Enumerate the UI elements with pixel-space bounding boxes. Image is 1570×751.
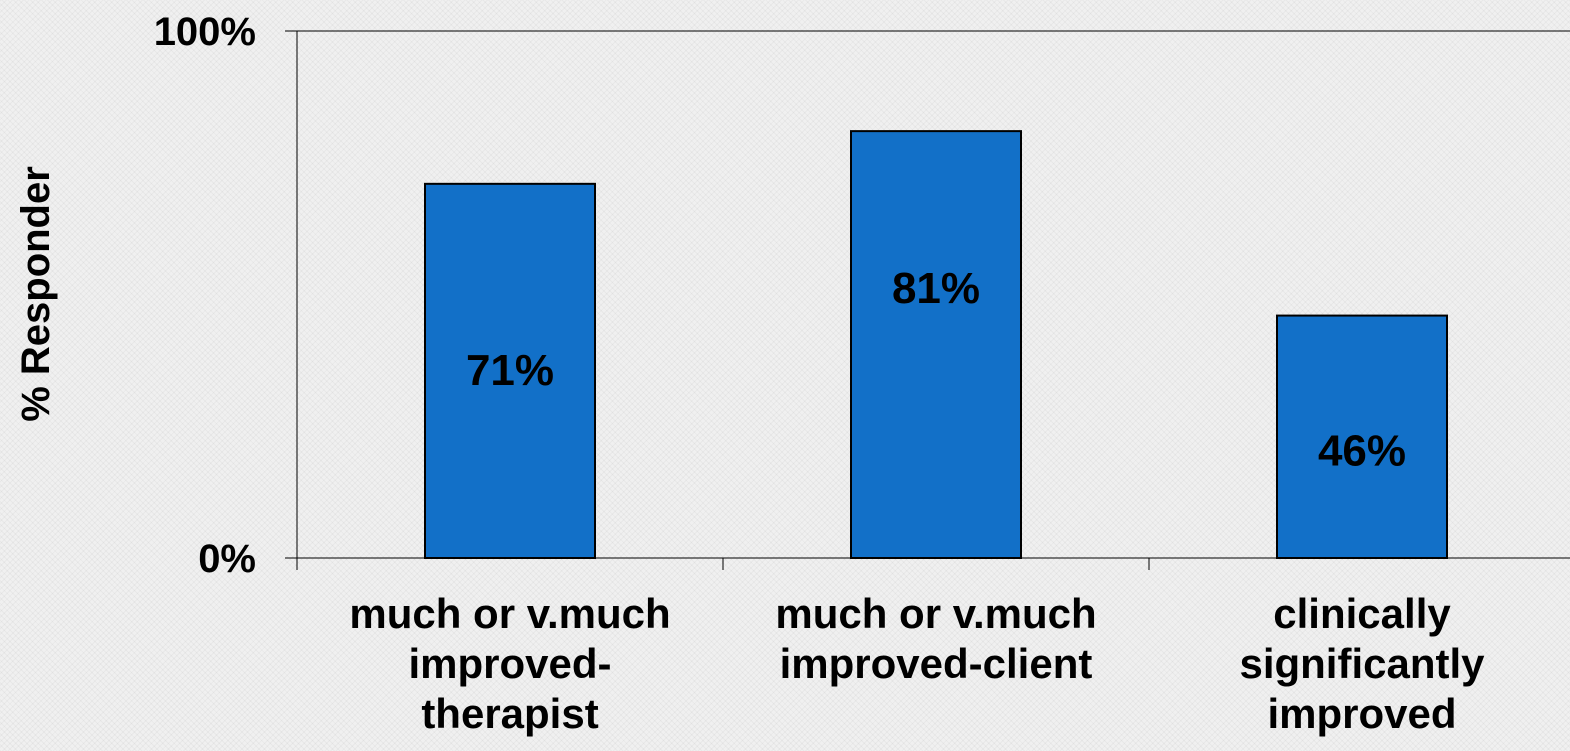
x-tick-label: therapist xyxy=(421,690,598,737)
chart-labels: 100%0%% Responder 71%much or v.muchimprov… xyxy=(14,10,1485,737)
x-tick-label: improved-client xyxy=(780,640,1093,687)
bar xyxy=(850,130,1022,559)
chart-bars xyxy=(424,130,1448,560)
y-axis-title: % Responder xyxy=(14,166,58,422)
data-label: 71% xyxy=(466,346,554,395)
x-tick-label: clinically xyxy=(1273,590,1451,637)
bar xyxy=(1276,314,1448,559)
x-tick-label: much or v.much xyxy=(775,590,1096,637)
y-tick-label: 0% xyxy=(198,537,256,581)
x-tick-label: improved xyxy=(1267,690,1456,737)
bar xyxy=(424,182,596,560)
x-tick-label: significantly xyxy=(1239,640,1485,687)
y-tick-label: 100% xyxy=(154,10,256,54)
x-tick-label: much or v.much xyxy=(349,590,670,637)
x-tick-label: improved- xyxy=(408,640,611,687)
data-label: 81% xyxy=(892,264,980,313)
data-label: 46% xyxy=(1318,426,1406,475)
